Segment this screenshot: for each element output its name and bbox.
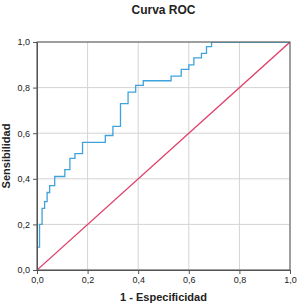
- y-tick-mark: [33, 133, 37, 134]
- grid-line-y: [37, 87, 290, 88]
- x-tick: 0,0: [31, 270, 44, 285]
- x-axis: 0,0 0,2 0,4 0,6 0,8 1,0: [31, 270, 297, 285]
- y-tick-label: 0,4: [17, 174, 30, 184]
- y-axis-line: [33, 43, 38, 271]
- x-tick-label: 0,0: [31, 275, 44, 285]
- series-group: [37, 42, 290, 270]
- y-tick: 0,0: [17, 265, 37, 275]
- y-tick-label: 0,2: [17, 220, 30, 230]
- x-tick: 1,0: [284, 270, 297, 285]
- x-tick: 0,4: [132, 270, 145, 285]
- x-tick: 0,2: [82, 270, 95, 285]
- x-tick-label: 0,4: [132, 275, 145, 285]
- grid-line-y: [37, 224, 290, 225]
- x-tick-mark: [138, 270, 139, 274]
- grid-line-y: [37, 133, 290, 134]
- y-tick: 0,6: [17, 129, 37, 139]
- y-tick-mark: [33, 224, 37, 225]
- y-tick-label: 0,8: [17, 83, 30, 93]
- grid-line-y: [37, 178, 290, 179]
- x-tick-label: 0,6: [183, 275, 196, 285]
- x-axis-line: [38, 271, 291, 275]
- plot: 0,0 0,2 0,4 0,6 0,8 1,0 0,0 0,2 0,4 0,6 0,8 1,0: [17, 37, 296, 285]
- x-tick-label: 0,2: [82, 275, 95, 285]
- grid: [37, 42, 290, 270]
- x-tick: 0,6: [183, 270, 196, 285]
- y-tick: 1,0: [17, 37, 37, 47]
- x-tick-mark: [239, 270, 240, 274]
- y-tick-mark: [33, 270, 37, 271]
- x-tick-mark: [290, 270, 291, 274]
- y-tick-label: 0,0: [17, 265, 30, 275]
- chart: 0,0 0,2 0,4 0,6 0,8 1,0 0,0 0,2 0,4 0,6 0,8 1,0 Curv…: [0, 0, 300, 307]
- y-tick-label: 1,0: [17, 37, 30, 47]
- x-tick-label: 1,0: [284, 275, 297, 285]
- y-tick: 0,8: [17, 83, 37, 93]
- series-line: [37, 42, 290, 270]
- y-tick-mark: [33, 88, 37, 89]
- plot-frame: [37, 42, 290, 270]
- y-tick: 0,4: [17, 174, 37, 184]
- y-tick: 0,2: [17, 220, 37, 230]
- series-line: [37, 42, 290, 270]
- grid-line-x: [87, 42, 88, 270]
- y-tick-label: 0,6: [17, 129, 30, 139]
- grid-line-x: [239, 42, 240, 270]
- y-axis-title: Sensibilidad: [0, 124, 12, 189]
- title: Curva ROC: [131, 3, 195, 17]
- y-tick-mark: [33, 179, 37, 180]
- x-axis-title: 1 - Especificidad: [120, 291, 207, 303]
- x-tick-mark: [189, 270, 190, 274]
- x-tick-mark: [88, 270, 89, 274]
- grid-line-x: [138, 42, 139, 270]
- y-axis: 0,0 0,2 0,4 0,6 0,8 1,0: [17, 37, 37, 275]
- grid-line-x: [188, 42, 189, 270]
- y-tick-mark: [33, 42, 37, 43]
- x-tick: 0,8: [234, 270, 247, 285]
- plot-background: [37, 42, 290, 270]
- x-tick-label: 0,8: [234, 275, 247, 285]
